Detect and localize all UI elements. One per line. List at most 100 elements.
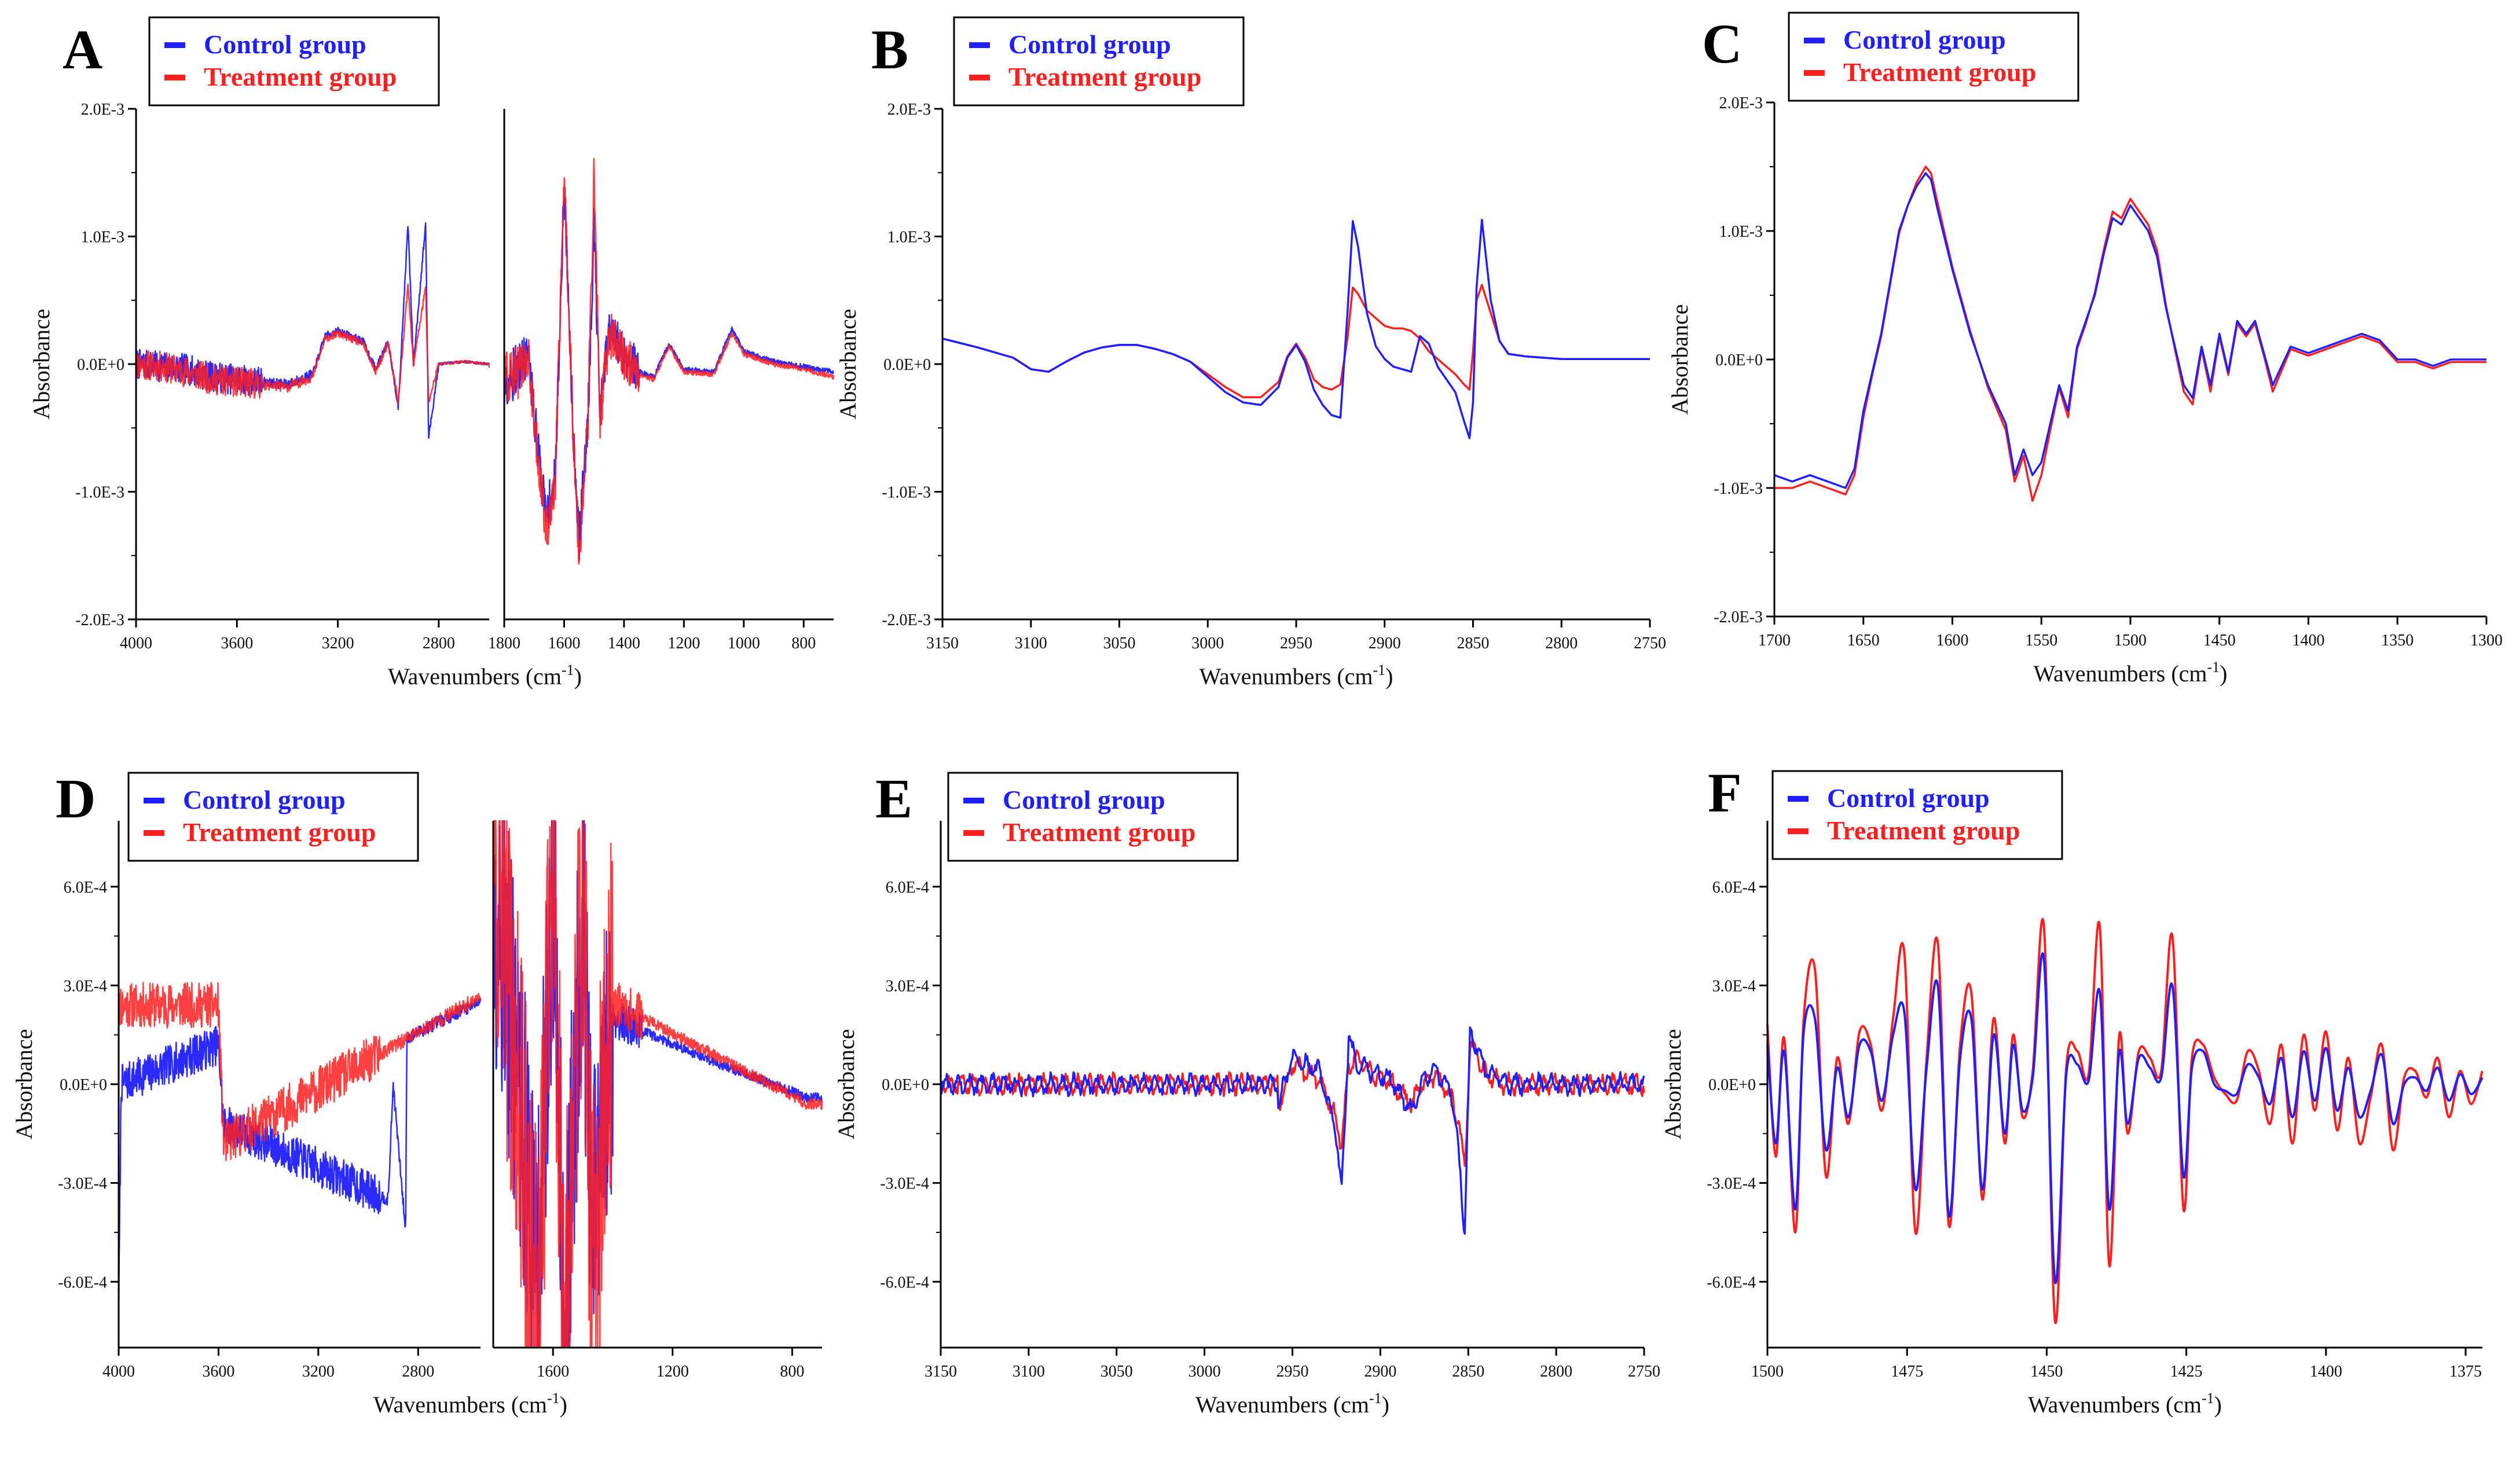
legend-box (953, 16, 1245, 107)
x-tick-label: 1400 (2292, 632, 2325, 649)
legend-label-treatment: Treatment group (1827, 816, 2020, 845)
plot-area (1766, 918, 2484, 1324)
x-axis-title: Wavenumbers (cm-1) (373, 1390, 567, 1418)
y-axis-title: Absorbance (28, 309, 54, 419)
y-tick-label: 0.0E+0 (882, 1076, 929, 1094)
legend: Control group Treatment group (953, 16, 1245, 107)
axes: -6.0E-4 -3.0E-4 0.0E+0 3.0E-4 6.0E-4 3150 3100… (833, 821, 1660, 1418)
y-tick-label: -6.0E-4 (1707, 1274, 1756, 1291)
x-tick-label: 1400 (608, 634, 640, 652)
x-tick-label: 2900 (1364, 1363, 1396, 1381)
x-tick-label: 1600 (537, 1363, 569, 1381)
axes: -2.0E-3 -1.0E-3 0.0E+0 1.0E-3 2.0E-3 3150 3100… (835, 101, 1666, 689)
y-tick-label: -2.0E-3 (882, 611, 931, 629)
x-tick-label: 3050 (1101, 1363, 1133, 1381)
treatment-series-segment-2 (503, 157, 835, 565)
legend-label-treatment: Treatment group (204, 62, 397, 91)
x-axis-title: Wavenumbers (cm-1) (1200, 662, 1393, 689)
x-tick-label: 1500 (1751, 1363, 1784, 1381)
x-tick-label: 3200 (322, 634, 354, 652)
x-tick-label: 1800 (488, 634, 520, 652)
x-tick-label: 1000 (728, 634, 760, 652)
panel-d: -6.0E-4 -3.0E-4 0.0E+0 3.0E-4 6.0E-4 4000 3600… (11, 768, 823, 1418)
panel-e: -6.0E-4 -3.0E-4 0.0E+0 3.0E-4 6.0E-4 3150 3100… (833, 768, 1660, 1418)
y-tick-label: 6.0E-4 (886, 879, 929, 897)
x-tick-label: 1475 (1891, 1363, 1923, 1381)
y-tick-label: -6.0E-4 (880, 1274, 929, 1291)
legend-label-control: Control group (1827, 783, 1990, 813)
x-tick-label: 1400 (2310, 1363, 2342, 1381)
x-tick-label: 2850 (1452, 1363, 1484, 1381)
axes: -2.0E-3 -1.0E-3 0.0E+0 1.0E-3 2.0E-3 1700 1650… (1667, 94, 2503, 687)
y-tick-label: -1.0E-3 (1714, 480, 1763, 498)
legend-label-control: Control group (204, 30, 366, 59)
x-tick-label: 2950 (1280, 634, 1312, 652)
x-tick-label: 3600 (221, 634, 253, 652)
y-tick-label: -3.0E-4 (1707, 1175, 1756, 1193)
legend-box (127, 772, 419, 862)
control-series (1774, 172, 2486, 489)
x-tick-label: 1425 (2170, 1363, 2203, 1381)
y-tick-label: 1.0E-3 (887, 229, 931, 247)
y-tick-label: -2.0E-3 (75, 611, 124, 629)
x-tick-label: 1600 (1936, 632, 1969, 649)
x-axis-title: Wavenumbers (cm-1) (388, 662, 582, 689)
y-tick-label: 3.0E-4 (1712, 977, 1756, 995)
x-tick-label: 3100 (1013, 1363, 1045, 1381)
panel-letter-a: A (63, 19, 102, 80)
legend-label-control: Control group (183, 785, 346, 814)
axes: -2.0E-3 -1.0E-3 0.0E+0 1.0E-3 2.0E-3 4000 3600… (28, 101, 834, 689)
treatment-series-segment-1 (135, 283, 490, 405)
x-tick-label: 1700 (1758, 632, 1791, 649)
plot-area (135, 157, 835, 565)
y-tick-label: 0.0E+0 (1708, 1076, 1756, 1094)
y-tick-label: 2.0E-3 (887, 101, 931, 119)
y-tick-label: 3.0E-4 (64, 977, 107, 995)
panel-c: -2.0E-3 -1.0E-3 0.0E+0 1.0E-3 2.0E-3 1700 1650… (1667, 12, 2503, 687)
x-tick-label: 2900 (1369, 634, 1401, 652)
x-tick-label: 1450 (2203, 632, 2236, 649)
y-tick-label: -2.0E-3 (1714, 608, 1763, 626)
treatment-series-segment-2 (492, 820, 823, 1349)
y-tick-label: -6.0E-4 (58, 1274, 107, 1291)
panel-letter-e: E (875, 768, 912, 830)
control-series (940, 1026, 1645, 1235)
x-axis-title: Wavenumbers (cm-1) (1195, 1390, 1389, 1418)
control-series (942, 219, 1650, 439)
x-tick-label: 800 (791, 634, 816, 652)
x-tick-label: 2750 (1634, 634, 1666, 652)
x-tick-label: 3000 (1191, 634, 1224, 652)
x-tick-label: 3150 (925, 1363, 957, 1381)
y-tick-label: -1.0E-3 (75, 484, 124, 502)
x-tick-label: 2800 (1545, 634, 1578, 652)
plot-area (942, 219, 1650, 439)
legend-box (148, 16, 440, 107)
x-tick-label: 1550 (2025, 632, 2057, 649)
x-tick-label: 800 (780, 1363, 804, 1381)
x-tick-label: 3200 (302, 1363, 335, 1381)
panel-a: -2.0E-3 -1.0E-3 0.0E+0 1.0E-3 2.0E-3 4000 3600… (28, 16, 835, 689)
y-tick-label: 6.0E-4 (1712, 879, 1756, 897)
x-tick-label: 4000 (120, 634, 152, 652)
y-tick-label: 2.0E-3 (81, 101, 124, 119)
x-tick-label: 1600 (548, 634, 580, 652)
x-tick-label: 3050 (1103, 634, 1136, 652)
panel-letter-d: D (56, 768, 96, 830)
x-tick-label: 3150 (926, 634, 959, 652)
y-tick-label: 6.0E-4 (64, 879, 107, 897)
legend-label-control: Control group (1003, 785, 1165, 814)
legend-label-treatment: Treatment group (1843, 57, 2036, 87)
y-axis-title: Absorbance (835, 309, 861, 419)
x-tick-label: 1200 (656, 1363, 689, 1381)
panel-letter-b: B (871, 19, 908, 80)
legend: Control group Treatment group (148, 16, 440, 107)
legend-box (1788, 12, 2079, 102)
x-tick-label: 1200 (667, 634, 700, 652)
x-axis-title: Wavenumbers (cm-1) (2028, 1390, 2222, 1418)
x-tick-label: 3100 (1015, 634, 1047, 652)
treatment-series-segment-1 (118, 982, 482, 1162)
y-tick-label: -3.0E-4 (880, 1175, 929, 1193)
x-tick-label: 4000 (102, 1363, 135, 1381)
y-tick-label: -3.0E-4 (58, 1175, 107, 1193)
